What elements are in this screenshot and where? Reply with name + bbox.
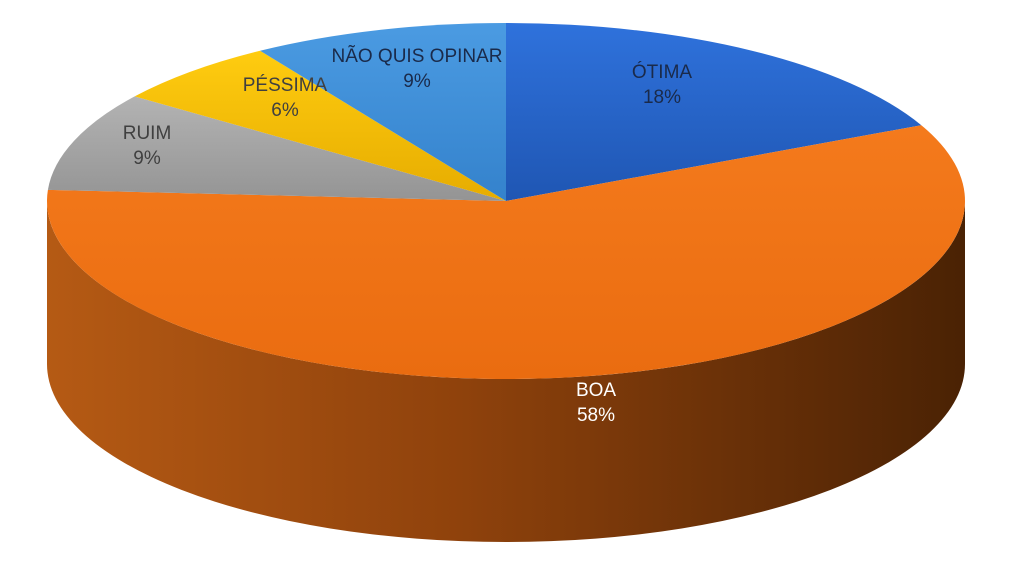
- pie-slice-ruim: [47, 96, 506, 201]
- pie-slice-otima: [506, 23, 922, 201]
- slice-label-pessima: PÉSSIMA: [243, 75, 328, 96]
- slice-value-pessima: 6%: [271, 100, 299, 121]
- slice-label-nao-quis-opinar: NÃO QUIS OPINAR: [331, 45, 502, 67]
- pie-side-layer: [47, 201, 965, 542]
- slice-value-otima: 18%: [643, 87, 681, 108]
- pie-slice-pessima: [134, 50, 506, 202]
- slice-value-nao-quis-opinar: 9%: [403, 71, 431, 92]
- slice-label-ruim: RUIM: [123, 123, 172, 144]
- pie-slice-boa: [46, 125, 966, 379]
- slice-value-boa: 58%: [577, 405, 615, 426]
- pie-slice-nao-quis-opinar: [260, 23, 506, 201]
- pie-side-wall: [47, 201, 965, 542]
- slice-label-boa: BOA: [576, 380, 616, 401]
- slice-label-otima: ÓTIMA: [632, 61, 692, 83]
- pie-top-layer: [46, 23, 966, 379]
- slice-value-ruim: 9%: [133, 148, 161, 169]
- pie-label-layer: ÓTIMA 18% BOA 58% RUIM 9% PÉSSIMA 6% NÃO QUIS OP…: [123, 45, 693, 426]
